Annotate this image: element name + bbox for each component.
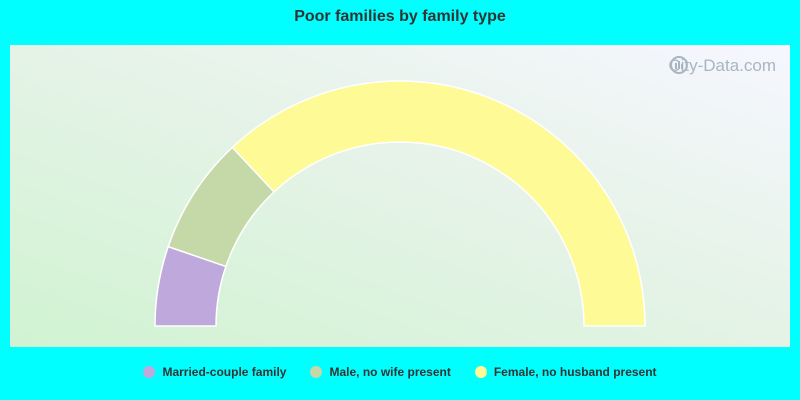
watermark-text: City-Data.com [668, 56, 776, 75]
city-data-logo-icon [670, 56, 689, 74]
legend-swatch [310, 366, 323, 378]
watermark: City-Data.com [668, 56, 776, 76]
semicircle-donut-chart [154, 80, 646, 327]
legend-item[interactable]: Male, no wife present [310, 365, 451, 379]
plot-area: City-Data.com [10, 45, 790, 347]
legend-swatch [143, 366, 156, 378]
donut-segment-female-no-husband-present[interactable] [231, 80, 646, 327]
legend-label: Married-couple family [162, 365, 287, 379]
legend-label: Male, no wife present [329, 365, 451, 379]
legend-label: Female, no husband present [493, 365, 657, 379]
legend-item[interactable]: Female, no husband present [474, 365, 657, 379]
legend-swatch [474, 366, 487, 378]
chart-title: Poor families by family type [294, 8, 506, 25]
legend-item[interactable]: Married-couple family [143, 365, 286, 379]
legend: Married-couple family Male, no wife prese… [0, 365, 800, 379]
